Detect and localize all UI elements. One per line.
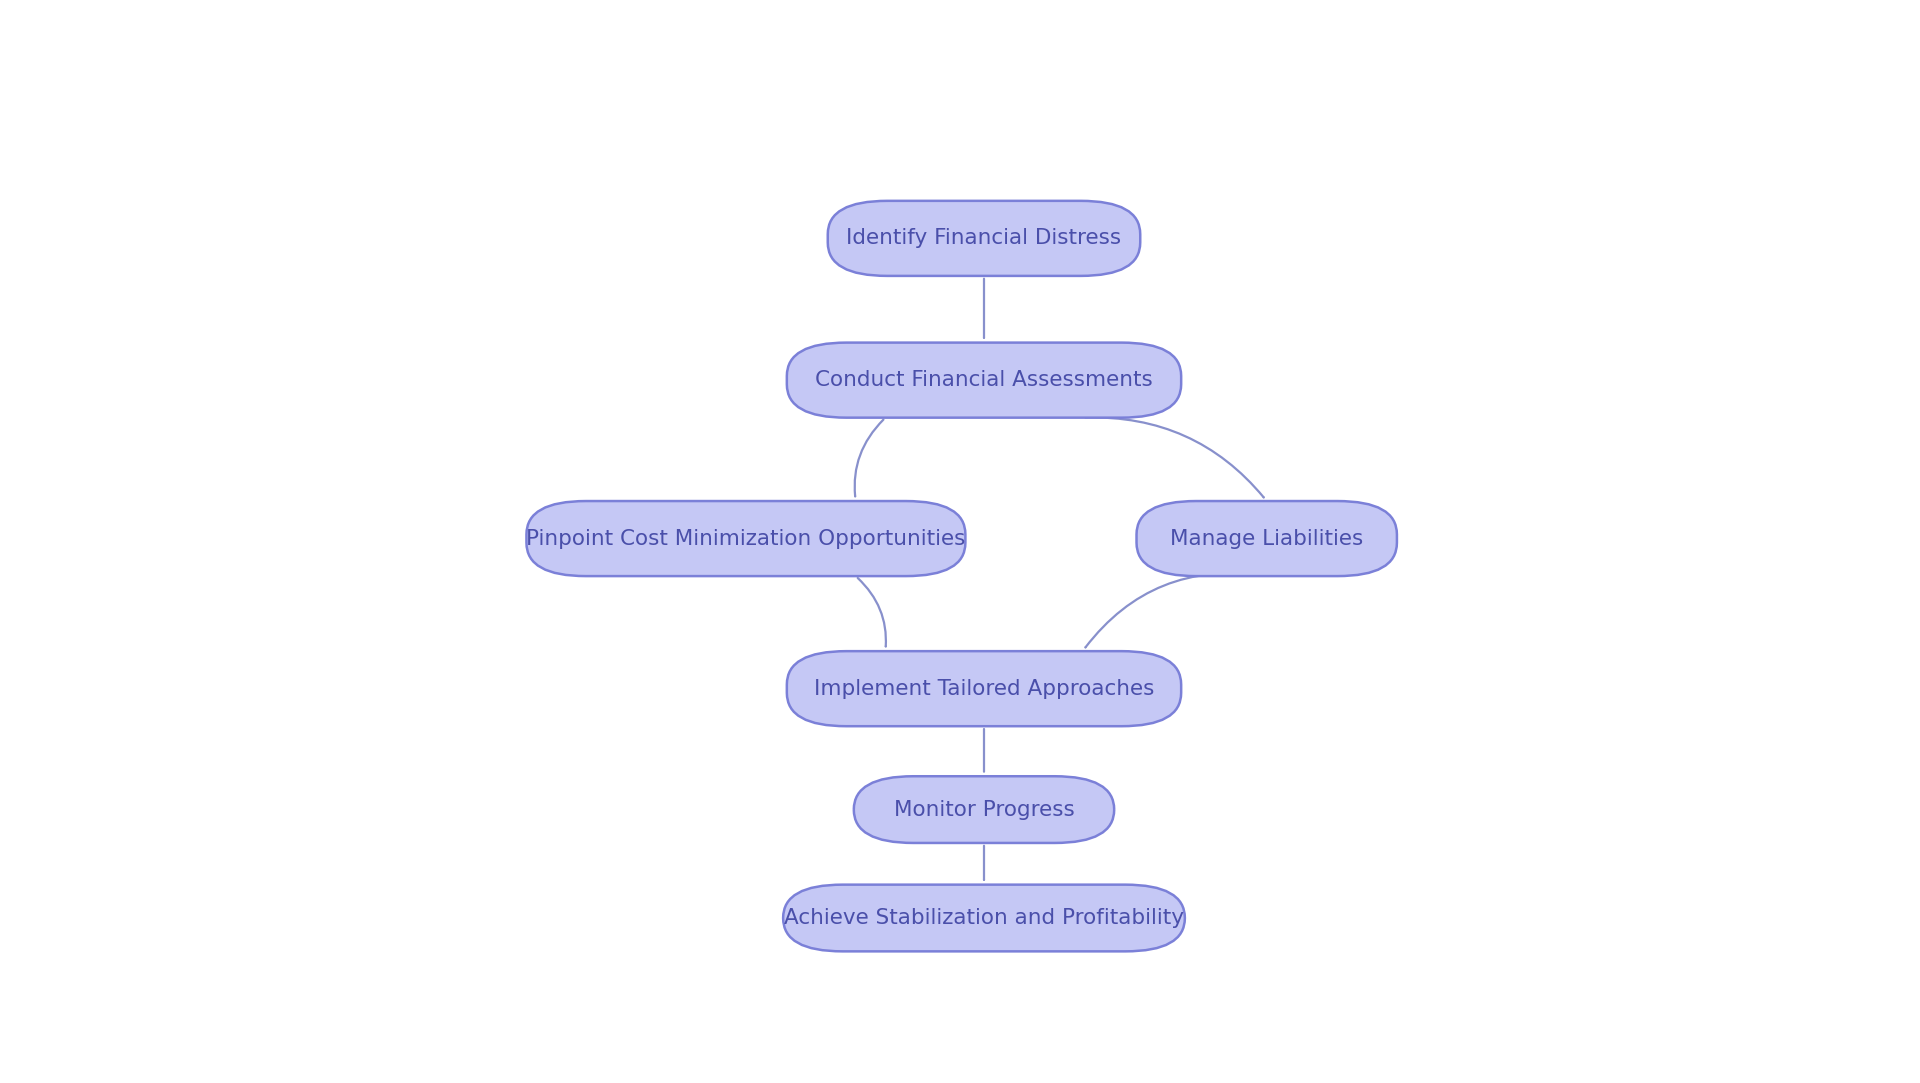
FancyArrowPatch shape: [858, 578, 885, 647]
Text: Implement Tailored Approaches: Implement Tailored Approaches: [814, 679, 1154, 699]
FancyBboxPatch shape: [1137, 501, 1398, 576]
FancyArrowPatch shape: [1085, 573, 1263, 648]
Text: Achieve Stabilization and Profitability: Achieve Stabilization and Profitability: [783, 908, 1185, 928]
FancyBboxPatch shape: [787, 651, 1181, 727]
FancyBboxPatch shape: [787, 342, 1181, 418]
FancyBboxPatch shape: [828, 200, 1140, 276]
Text: Pinpoint Cost Minimization Opportunities: Pinpoint Cost Minimization Opportunities: [526, 529, 966, 549]
FancyArrowPatch shape: [1085, 417, 1263, 497]
FancyBboxPatch shape: [854, 777, 1114, 843]
Text: Conduct Financial Assessments: Conduct Financial Assessments: [816, 370, 1152, 390]
Text: Identify Financial Distress: Identify Financial Distress: [847, 229, 1121, 248]
Text: Monitor Progress: Monitor Progress: [893, 799, 1075, 820]
FancyBboxPatch shape: [783, 885, 1185, 951]
FancyArrowPatch shape: [854, 419, 883, 496]
Text: Manage Liabilities: Manage Liabilities: [1169, 529, 1363, 549]
FancyBboxPatch shape: [526, 501, 966, 576]
